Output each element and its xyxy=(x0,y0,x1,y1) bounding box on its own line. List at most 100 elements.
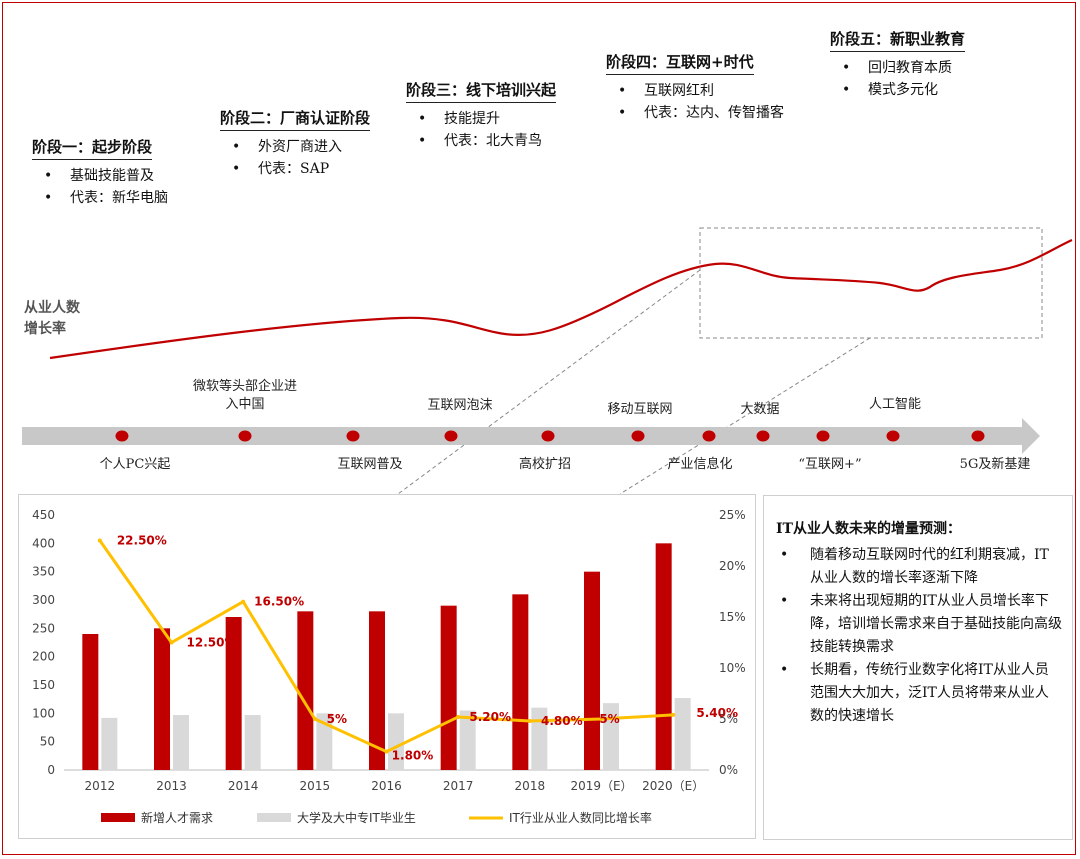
growth-curve xyxy=(49,238,1073,360)
data-label: 22.50% xyxy=(117,534,167,548)
stage-title: 阶段一：起步阶段 xyxy=(32,136,153,160)
y-tick-label-right: 20% xyxy=(719,559,746,573)
y-tick-label-left: 150 xyxy=(32,678,55,692)
growth-rate-point xyxy=(456,714,461,719)
stage-bullet: 回归教育本质 xyxy=(830,57,965,79)
event-above: 移动互联网 xyxy=(585,401,695,419)
timeline-dot xyxy=(444,430,458,442)
stage-bullet: 外资厂商进入 xyxy=(220,136,370,158)
y-tick-label-left: 300 xyxy=(32,593,55,607)
legend-swatch xyxy=(257,813,291,822)
stage-bullet: 模式多元化 xyxy=(830,79,965,101)
event-text: 高校扩招 xyxy=(518,457,571,472)
event-text: 人工智能 xyxy=(868,397,921,412)
forecast-bullet: 长期看，传统行业数字化将IT从业人员范围大大加大，泛IT人员将带来从业人数的快速… xyxy=(776,659,1062,728)
y-tick-label-right: 0% xyxy=(719,763,738,777)
event-below: 个人PC兴起 xyxy=(80,456,190,474)
event-above: 微软等头部企业进 入中国 xyxy=(180,378,310,414)
growth-rate-point xyxy=(384,749,389,754)
y-tick-label-left: 250 xyxy=(32,621,55,635)
event-text: 移动互联网 xyxy=(607,402,673,417)
growth-rate-point xyxy=(527,719,532,724)
legend-label: IT行业从业人数同比增长率 xyxy=(509,810,652,825)
y-tick-label-right: 5% xyxy=(719,712,738,726)
bar-graduates xyxy=(531,707,548,770)
stage-title: 阶段五：新职业教育 xyxy=(830,28,966,52)
bar-graduates xyxy=(674,698,691,770)
timeline-dot xyxy=(541,430,555,442)
growth-rate-point xyxy=(671,712,676,717)
stage-title: 阶段二：厂商认证阶段 xyxy=(220,107,371,131)
bar-graduates xyxy=(244,715,261,770)
bar-demand xyxy=(584,571,600,770)
x-tick-label: 2018 xyxy=(515,779,546,793)
growth-rate-point xyxy=(241,599,246,604)
curve-label-text: 从业人数 增长率 xyxy=(24,300,80,337)
x-tick-label: 2020（E） xyxy=(642,779,704,793)
bar-graduates xyxy=(101,717,118,770)
bar-graduates xyxy=(388,713,404,770)
bar-demand xyxy=(369,611,385,770)
timeline-dot xyxy=(346,430,360,442)
forecast-bullet: 未来将出现短期的IT从业人员增长率下降，培训增长需求来自于基础技能向高级技能转换… xyxy=(776,590,1062,659)
x-tick-label: 2012 xyxy=(85,779,116,793)
legend-swatch xyxy=(101,813,135,822)
stage-bullet: 代表：SAP xyxy=(220,158,370,180)
event-text: 产业信息化 xyxy=(667,457,733,472)
event-above: 互联网泡沫 xyxy=(405,397,515,415)
forecast-bullet: 随着移动互联网时代的红利期衰减，IT从业人数的增长率逐渐下降 xyxy=(776,544,1062,590)
stage-4: 阶段四：互联网+时代 互联网红利 代表：达内、传智播客 xyxy=(606,51,784,124)
event-below: 互联网普及 xyxy=(315,456,425,474)
x-tick-label: 2013 xyxy=(156,779,187,793)
data-label: 5.20% xyxy=(469,710,511,724)
event-below: 产业信息化 xyxy=(645,456,755,474)
trend-diagram xyxy=(22,227,1073,495)
y-tick-label-left: 400 xyxy=(32,536,55,550)
timeline-dot xyxy=(115,430,129,442)
bar-demand xyxy=(512,594,529,770)
timeline-arrow xyxy=(22,418,1040,454)
timeline-dot xyxy=(631,430,645,442)
event-above: 人工智能 xyxy=(855,396,935,414)
y-tick-label-left: 450 xyxy=(32,508,55,522)
y-tick-label-left: 0 xyxy=(47,763,55,777)
timeline-dot xyxy=(238,430,252,442)
timeline-dot xyxy=(702,430,716,442)
event-text: 微软等头部企业进 入中国 xyxy=(192,379,297,412)
timeline-dot xyxy=(971,430,985,442)
stage-3: 阶段三：线下培训兴起 技能提升 代表：北大青鸟 xyxy=(406,79,557,152)
stage-bullet: 技能提升 xyxy=(406,108,556,130)
growth-rate-point xyxy=(97,538,102,543)
event-text: 互联网普及 xyxy=(337,457,403,472)
event-below: 高校扩招 xyxy=(490,456,600,474)
data-label: 1.80% xyxy=(392,749,434,763)
timeline-dot xyxy=(886,430,900,442)
data-label: 4.80% xyxy=(541,714,583,728)
growth-rate-point xyxy=(599,717,604,721)
stage-2: 阶段二：厂商认证阶段 外资厂商进入 代表：SAP xyxy=(220,107,371,180)
event-text: 5G及新基建 xyxy=(959,457,1031,472)
bar-demand xyxy=(655,543,672,770)
bar-graduates xyxy=(173,715,189,770)
event-text: “互联网+” xyxy=(798,457,862,472)
zoom-box xyxy=(699,227,1043,339)
stage-bullet: 代表：达内、传智播客 xyxy=(606,102,784,124)
y-tick-label-right: 25% xyxy=(719,508,746,522)
x-tick-label: 2019（E） xyxy=(570,779,632,793)
event-below: 5G及新基建 xyxy=(940,456,1050,474)
forecast-panel: IT从业人数未来的增量预测： 随着移动互联网时代的红利期衰减，IT从业人数的增长… xyxy=(763,495,1073,840)
data-label: 16.50% xyxy=(254,595,304,609)
stage-bullet: 基础技能普及 xyxy=(32,165,168,187)
event-below: “互联网+” xyxy=(775,456,885,474)
growth-rate-point xyxy=(312,717,317,721)
combo-chart: 0 50 100 150 200 250 300 350 400 450 0% 5% 10% 15% 20%… xyxy=(32,508,746,825)
data-label: 12.50% xyxy=(187,636,237,650)
x-tick-label: 2017 xyxy=(443,779,474,793)
y-tick-label-left: 200 xyxy=(32,650,55,664)
x-tick-label: 2014 xyxy=(228,779,259,793)
legend-label: 新增人才需求 xyxy=(141,810,213,825)
bar-demand xyxy=(225,617,242,770)
stage-bullet: 代表：北大青鸟 xyxy=(406,130,556,152)
stage-title: 阶段四：互联网+时代 xyxy=(606,51,754,75)
y-tick-label-left: 100 xyxy=(32,706,55,720)
